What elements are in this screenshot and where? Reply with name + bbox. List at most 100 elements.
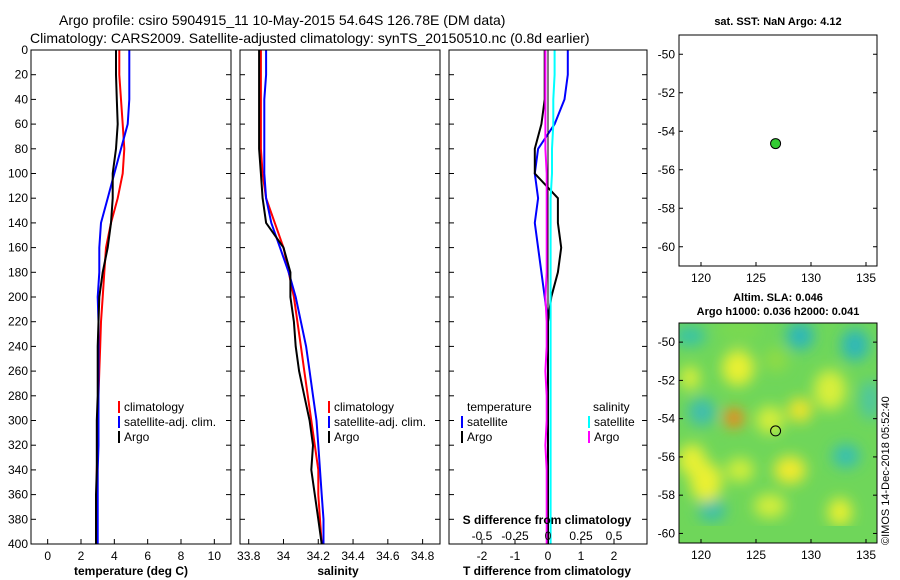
x-tick-label: 0 xyxy=(44,549,51,563)
map-y-tick-label: -58 xyxy=(658,201,676,215)
figure-title-line2: Climatology: CARS2009. Satellite-adjuste… xyxy=(30,30,590,46)
map-x-tick-label: 135 xyxy=(856,271,876,285)
legend-title-salinity: salinity xyxy=(593,400,630,414)
x-tick-label: 34 xyxy=(277,549,291,563)
t-difference-xlabel: T difference from climatology xyxy=(463,564,631,578)
y-tick-label: 220 xyxy=(8,315,28,329)
map-x-tick-label: 130 xyxy=(801,548,821,562)
y-tick-label: 320 xyxy=(8,438,28,452)
temperature-xlabel: temperature (deg C) xyxy=(74,564,188,578)
temperature-ticks: 0 2 4 6 8 10020406080100120140160180200220240… xyxy=(8,43,231,563)
map-y-tick-label: -60 xyxy=(658,526,676,540)
legend-label-s-satellite: satellite xyxy=(594,415,635,429)
map-y-tick-label: -50 xyxy=(658,47,676,61)
temperature-legend: climatology satellite-adj. clim. Argo xyxy=(118,400,216,444)
legend-label-t-satellite: satellite xyxy=(467,415,508,429)
map-x-tick-label: 120 xyxy=(691,271,711,285)
map-y-tick-label: -54 xyxy=(658,412,676,426)
legend-label-argo: Argo xyxy=(124,430,150,444)
x-tick-label: 34.6 xyxy=(376,549,400,563)
x2-tick-label: 0.25 xyxy=(569,529,593,543)
map-y-tick-label: -60 xyxy=(658,240,676,254)
series-line-satellite-adj-clim xyxy=(263,50,325,544)
x2-tick-label: 0.5 xyxy=(606,529,623,543)
map-y-tick-label: -54 xyxy=(658,124,676,138)
sla-map-ticks: 120 125 130 135 -50 -52 -54 -56 -58 -60 xyxy=(658,335,877,562)
imos-watermark: ©IMOS 14-Dec-2018 05:52:40 xyxy=(880,396,892,545)
series-line-s-satellite xyxy=(549,50,556,544)
x-tick-label: -1 xyxy=(510,549,521,563)
y-tick-label: 240 xyxy=(8,339,28,353)
y-tick-label: 400 xyxy=(8,537,28,551)
salinity-panel: 33.8 34 34.2 34.4 34.6 34.8 salinity climatol… xyxy=(237,49,441,578)
difference-series-group xyxy=(533,50,569,544)
salinity-xlabel: salinity xyxy=(317,564,359,578)
y-tick-label: 360 xyxy=(8,488,28,502)
map-y-tick-label: -56 xyxy=(658,163,676,177)
sst-map-panel: sat. SST: NaN Argo: 4.12 120 125 130 135 -50… xyxy=(658,16,878,285)
map-y-tick-label: -52 xyxy=(658,86,676,100)
x-tick-label: 10 xyxy=(208,549,222,563)
difference-ticks: -2 -1 0 1 2 -0.5 -0.25 0 0.25 0.5 xyxy=(449,49,647,563)
legend-title-temperature: temperature xyxy=(467,400,532,414)
s-difference-xlabel: S difference from climatology xyxy=(463,513,632,527)
y-tick-label: 340 xyxy=(8,463,28,477)
map-x-tick-label: 125 xyxy=(746,271,766,285)
map-x-tick-label: 125 xyxy=(746,548,766,562)
map-x-tick-label: 120 xyxy=(691,548,711,562)
y-tick-label: 40 xyxy=(15,92,29,106)
sst-map-frame xyxy=(678,34,878,267)
legend-label-t-argo: Argo xyxy=(467,430,493,444)
y-tick-label: 200 xyxy=(8,290,28,304)
legend-label-climatology: climatology xyxy=(124,400,184,414)
y-tick-label: 0 xyxy=(21,43,28,57)
sst-map-ticks: 120 125 130 135 -50 -52 -54 -56 -58 -60 xyxy=(658,47,877,285)
map-y-tick-label: -56 xyxy=(658,450,676,464)
y-tick-label: 260 xyxy=(8,364,28,378)
temperature-series-group xyxy=(95,50,131,544)
x-tick-label: 34.8 xyxy=(411,549,435,563)
sla-map-frame xyxy=(678,322,878,544)
sla-map-title1: Altim. SLA: 0.046 xyxy=(733,292,823,304)
x-tick-label: 33.8 xyxy=(237,549,261,563)
x-tick-label: 8 xyxy=(178,549,185,563)
series-line-climatology xyxy=(259,50,323,544)
y-tick-label: 280 xyxy=(8,389,28,403)
temperature-panel: 0 2 4 6 8 10020406080100120140160180200220240… xyxy=(8,43,232,578)
difference-panel: -2 -1 0 1 2 -0.5 -0.25 0 0.25 0.5 S difference fr… xyxy=(448,49,648,578)
y-tick-label: 160 xyxy=(8,241,28,255)
y-tick-label: 380 xyxy=(8,512,28,526)
y-tick-label: 60 xyxy=(15,117,29,131)
sla-map-panel: Altim. SLA: 0.046 Argo h1000: 0.036 h200… xyxy=(658,292,878,562)
x2-tick-label: -0.25 xyxy=(501,529,529,543)
x-tick-label: 2 xyxy=(611,549,618,563)
sst-argo-location-marker xyxy=(770,138,782,150)
y-tick-label: 20 xyxy=(15,68,29,82)
legend-label-satellite: satellite-adj. clim. xyxy=(124,415,216,429)
x2-tick-label: -0.5 xyxy=(472,529,493,543)
salinity-legend: climatology satellite-adj. clim. Argo xyxy=(328,400,426,444)
y-tick-label: 120 xyxy=(8,191,28,205)
sla-heatmap xyxy=(679,323,877,543)
temperature-axes-frame xyxy=(30,49,232,545)
salinity-axes-frame xyxy=(239,49,441,545)
x-tick-label: 1 xyxy=(578,549,585,563)
legend-label-argo: Argo xyxy=(334,430,360,444)
x-tick-label: 34.4 xyxy=(341,549,365,563)
x-tick-label: 0 xyxy=(545,549,552,563)
x-tick-label: 34.2 xyxy=(307,549,331,563)
map-y-tick-label: -50 xyxy=(658,335,676,349)
x-tick-label: 2 xyxy=(78,549,85,563)
x2-tick-label: 0 xyxy=(545,529,552,543)
legend-label-satellite: satellite-adj. clim. xyxy=(334,415,426,429)
sla-argo-location-marker xyxy=(770,425,782,437)
map-y-tick-label: -58 xyxy=(658,488,676,502)
sla-heatmap-field xyxy=(679,323,877,526)
series-line-argo xyxy=(95,50,119,544)
x-tick-label: 6 xyxy=(144,549,151,563)
y-tick-label: 100 xyxy=(8,167,28,181)
salinity-series-group xyxy=(258,50,325,544)
y-tick-label: 180 xyxy=(8,265,28,279)
map-x-tick-label: 130 xyxy=(801,271,821,285)
